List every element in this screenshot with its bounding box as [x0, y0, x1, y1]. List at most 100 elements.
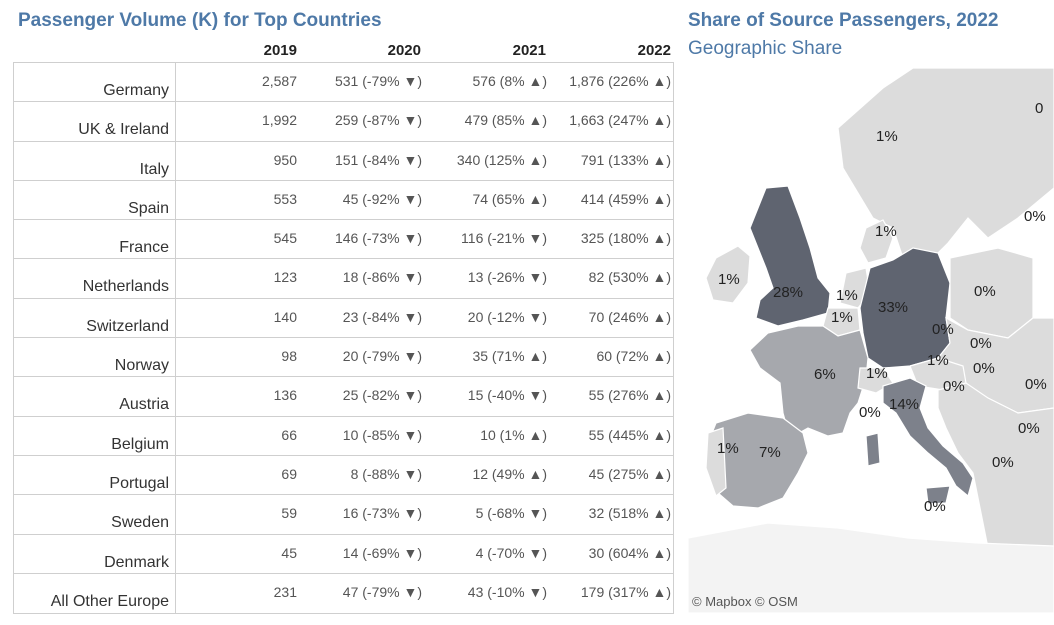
header-2022: 2022 [637, 42, 671, 59]
edge-share-top: 0 [1035, 100, 1044, 117]
value-2020-cell: 151 (-84% ▼) [334, 151, 422, 168]
map-shapes [688, 68, 1054, 613]
value-2020-cell: 18 (-86% ▼) [342, 269, 422, 286]
scandinavia-shape[interactable] [837, 68, 1054, 269]
table-row[interactable]: Sweden 59 16 (-73% ▼) 5 (-68% ▼) 32 (518% ▲) [14, 495, 673, 535]
value-2020-cell: 531 (-79% ▼) [334, 73, 422, 89]
sardinia-shape[interactable] [865, 432, 881, 467]
value-2021-cell: 12 (49% ▲) [472, 465, 547, 482]
value-2022-cell: 179 (317% ▲) [580, 583, 671, 600]
value-2021-cell: 74 (65% ▲) [472, 190, 547, 207]
value-2022-cell: 1,876 (226% ▲) [569, 73, 671, 89]
value-2022-cell: 1,663 (247% ▲) [569, 112, 671, 129]
country-cell: Austria [14, 377, 176, 416]
table-row[interactable]: Portugal 69 8 (-88% ▼) 12 (49% ▲) 45 (275% ▲… [14, 455, 673, 496]
value-2022-cell: 55 (445% ▲) [588, 426, 671, 443]
value-2021-cell: 20 (-12% ▼) [467, 308, 547, 325]
table-row[interactable]: Netherlands 123 18 (-86% ▼) 13 (-26% ▼) 82 (… [14, 259, 673, 299]
table-row[interactable]: Spain 553 45 (-92% ▼) 74 (65% ▲) 414 (459% ▲… [14, 180, 673, 221]
value-2022-cell: 55 (276% ▲) [588, 387, 671, 404]
table-row[interactable]: UK & Ireland 1,992 259 (-87% ▼) 479 (85% ▲)… [14, 102, 673, 142]
country-cell: Switzerland [14, 298, 176, 338]
value-2019-cell: 2,587 [261, 73, 297, 89]
monaco-share: 0% [859, 404, 881, 421]
europe-share-map[interactable]: 1% 0 0% 1% 1% 28% 1% 1% 33% 0% 0% 0% 1% 0% 0% 0% 6% 1% 0% 1… [688, 68, 1054, 613]
greece-share: 0% [992, 454, 1014, 471]
value-2019-cell: 1,992 [261, 112, 297, 129]
value-2021-cell: 479 (85% ▲) [464, 112, 547, 129]
italy-share: 14% [889, 396, 920, 413]
spain-share: 7% [759, 444, 781, 461]
value-2020-cell: 14 (-69% ▼) [342, 544, 422, 561]
value-2020-cell: 146 (-73% ▼) [334, 230, 422, 247]
value-2020-cell: 259 (-87% ▼) [334, 112, 422, 129]
table-row[interactable]: Italy 950 151 (-84% ▼) 340 (125% ▲) 791 (133… [14, 141, 673, 181]
uk-shape[interactable] [749, 185, 831, 327]
table-row[interactable]: Germany 2,587 531 (-79% ▼) 576 (8% ▲) 1,876 … [14, 63, 673, 103]
value-2021-cell: 43 (-10% ▼) [467, 583, 547, 600]
value-2019-cell: 98 [281, 348, 297, 365]
value-2021-cell: 340 (125% ▲) [456, 151, 547, 168]
france-shape[interactable] [749, 325, 869, 439]
value-2021-cell: 5 (-68% ▼) [475, 505, 547, 522]
table-title: Passenger Volume (K) for Top Countries [18, 10, 382, 31]
value-2020-cell: 8 (-88% ▼) [350, 465, 422, 482]
value-2019-cell: 140 [273, 308, 297, 325]
value-2019-cell: 45 [281, 544, 297, 561]
value-2019-cell: 59 [281, 505, 297, 522]
value-2019-cell: 950 [273, 151, 297, 168]
value-2021-cell: 13 (-26% ▼) [467, 269, 547, 286]
value-2020-cell: 23 (-84% ▼) [342, 308, 422, 325]
table-row[interactable]: Austria 136 25 (-82% ▼) 15 (-40% ▼) 55 (276%… [14, 377, 673, 417]
country-cell: France [14, 220, 176, 259]
value-2021-cell: 576 (8% ▲) [472, 73, 547, 89]
value-2019-cell: 66 [281, 426, 297, 443]
value-2022-cell: 45 (275% ▲) [588, 465, 671, 482]
value-2020-cell: 16 (-73% ▼) [342, 505, 422, 522]
header-2021: 2021 [512, 42, 546, 59]
table-row[interactable]: France 545 146 (-73% ▼) 116 (-21% ▼) 325 (18… [14, 220, 673, 260]
table-row[interactable]: Switzerland 140 23 (-84% ▼) 20 (-12% ▼) 70 (… [14, 298, 673, 339]
value-2020-cell: 47 (-79% ▼) [342, 583, 422, 600]
value-2019-cell: 231 [273, 583, 297, 600]
slovenia-share: 0% [943, 378, 965, 395]
value-2022-cell: 32 (518% ▲) [588, 505, 671, 522]
balkans-share: 0% [1018, 420, 1040, 437]
table-row[interactable]: Belgium 66 10 (-85% ▼) 10 (1% ▲) 55 (445% ▲) [14, 416, 673, 456]
italy-shape[interactable] [882, 377, 974, 498]
value-2019-cell: 69 [281, 465, 297, 482]
ireland-shape[interactable] [705, 245, 751, 304]
table-row[interactable]: All Other Europe 231 47 (-79% ▼) 43 (-10% ▼… [14, 573, 673, 614]
slovakia-share: 0% [970, 335, 992, 352]
east-edge-share: 0% [1025, 376, 1047, 393]
value-2019-cell: 553 [273, 190, 297, 207]
table-row[interactable]: Norway 98 20 (-79% ▼) 35 (71% ▲) 60 (72% ▲) [14, 338, 673, 378]
value-2020-cell: 45 (-92% ▼) [342, 190, 422, 207]
table-row[interactable]: Denmark 45 14 (-69% ▼) 4 (-70% ▼) 30 (604% ▲… [14, 534, 673, 574]
sweden-finland-share: 0% [1024, 208, 1046, 225]
value-2021-cell: 116 (-21% ▼) [461, 230, 547, 247]
denmark-shape[interactable] [859, 219, 894, 264]
netherlands-share: 1% [836, 287, 858, 304]
value-2019-cell: 545 [273, 230, 297, 247]
country-cell: Belgium [14, 416, 176, 455]
map-attribution: © Mapbox © OSM [692, 594, 798, 609]
value-2020-cell: 10 (-85% ▼) [342, 426, 422, 443]
value-2022-cell: 70 (246% ▲) [588, 308, 671, 325]
country-cell: Denmark [14, 534, 176, 573]
sicily-shape[interactable] [925, 485, 951, 505]
portugal-share: 1% [717, 440, 739, 457]
value-2022-cell: 60 (72% ▲) [596, 348, 671, 365]
country-cell: Spain [14, 180, 176, 220]
value-2021-cell: 10 (1% ▲) [480, 426, 547, 443]
norway-share: 1% [876, 128, 898, 145]
north-africa-shape[interactable] [688, 522, 1054, 613]
poland-share: 0% [974, 283, 996, 300]
portugal-shape[interactable] [705, 427, 727, 497]
value-2021-cell: 35 (71% ▲) [472, 348, 547, 365]
malta-share: 0% [924, 498, 946, 515]
value-2022-cell: 791 (133% ▲) [580, 151, 671, 168]
uk-share: 28% [773, 284, 804, 301]
hungary-share: 0% [973, 360, 995, 377]
value-2019-cell: 123 [273, 269, 297, 286]
